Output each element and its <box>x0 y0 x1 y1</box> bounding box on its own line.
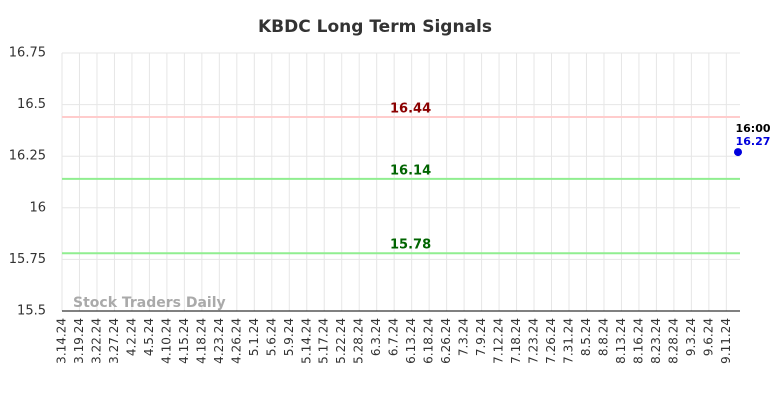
y-tick-label: 15.75 <box>9 252 46 267</box>
x-tick-label: 7.3.24 <box>457 318 471 356</box>
x-tick-label: 4.2.24 <box>124 318 138 356</box>
x-tick-label: 5.6.24 <box>264 318 278 356</box>
x-tick-label: 5.14.24 <box>299 318 313 364</box>
x-tick-label: 4.18.24 <box>194 318 208 364</box>
x-tick-label: 5.22.24 <box>334 318 348 364</box>
x-tick-label: 3.19.24 <box>72 318 86 364</box>
x-tick-label: 4.15.24 <box>177 318 191 364</box>
x-tick-label: 7.18.24 <box>509 318 523 364</box>
signal-label: 16.14 <box>390 163 431 178</box>
x-tick-label: 6.3.24 <box>369 318 383 356</box>
y-tick-label: 16.5 <box>17 97 46 112</box>
x-tick-label: 7.12.24 <box>492 318 506 364</box>
y-tick-label: 16.25 <box>9 149 46 164</box>
last-point <box>734 148 742 157</box>
x-tick-label: 5.1.24 <box>247 318 261 356</box>
x-tick-label: 6.7.24 <box>387 318 401 356</box>
x-tick-label: 9.11.24 <box>719 318 733 364</box>
x-tick-label: 4.10.24 <box>159 318 173 364</box>
x-tick-label: 7.23.24 <box>527 318 541 364</box>
x-tick-label: 3.27.24 <box>107 318 121 364</box>
x-tick-label: 4.5.24 <box>142 318 156 356</box>
last-time-label: 16:00 <box>735 122 770 135</box>
x-tick-label: 5.28.24 <box>352 318 366 364</box>
x-tick-label: 4.23.24 <box>212 318 226 364</box>
y-tick-label: 16 <box>29 200 46 215</box>
x-tick-label: 8.13.24 <box>614 318 628 364</box>
x-tick-label: 3.14.24 <box>55 318 69 364</box>
x-tick-label: 8.28.24 <box>666 318 680 364</box>
x-tick-label: 6.13.24 <box>404 318 418 364</box>
x-tick-label: 7.9.24 <box>474 318 488 356</box>
x-tick-label: 7.31.24 <box>562 318 576 364</box>
chart-title: KBDC Long Term Signals <box>258 17 492 37</box>
x-tick-label: 4.26.24 <box>229 318 243 364</box>
y-tick-label: 16.75 <box>9 46 46 61</box>
last-value-label: 16.27 <box>736 135 771 148</box>
x-tick-label: 9.3.24 <box>684 318 698 356</box>
x-tick-label: 6.26.24 <box>439 318 453 364</box>
signal-label: 15.78 <box>390 238 431 253</box>
y-tick-label: 15.5 <box>17 304 46 319</box>
watermark: Stock Traders Daily <box>73 295 226 311</box>
x-tick-label: 6.18.24 <box>422 318 436 364</box>
x-tick-label: 9.6.24 <box>701 318 715 356</box>
x-tick-label: 7.26.24 <box>544 318 558 364</box>
x-tick-label: 5.9.24 <box>282 318 296 356</box>
x-tick-label: 8.23.24 <box>649 318 663 364</box>
x-tick-label: 3.22.24 <box>89 318 103 364</box>
x-tick-label: 8.5.24 <box>579 318 593 356</box>
x-tick-label: 5.17.24 <box>317 318 331 364</box>
signal-label: 16.44 <box>390 101 431 116</box>
x-tick-label: 8.8.24 <box>596 318 610 356</box>
x-tick-label: 8.16.24 <box>631 318 645 364</box>
